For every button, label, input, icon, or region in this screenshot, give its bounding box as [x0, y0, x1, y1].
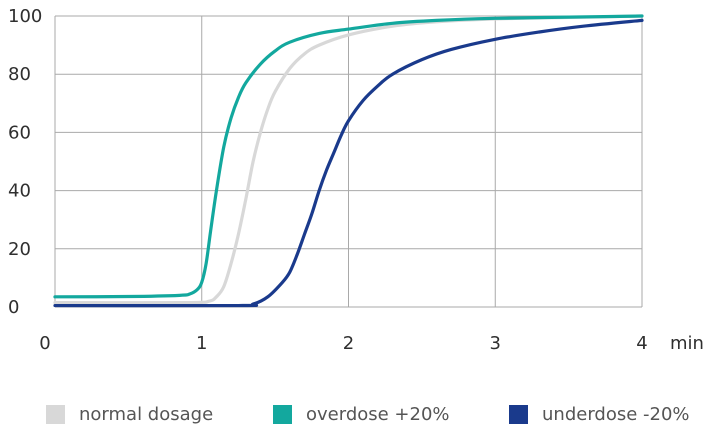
grid-layer: [54, 15, 643, 308]
series-line-overdose: [53, 14, 644, 299]
legend-label: overdose +20%: [306, 403, 450, 425]
x-tick-label: 4: [636, 333, 647, 354]
legend-label: underdose -20%: [542, 403, 690, 425]
y-tick-label: 20: [8, 239, 31, 260]
y-tick-label: 100: [8, 6, 42, 27]
chart-legend: normal dosage overdose +20% underdose -2…: [0, 400, 719, 428]
tick-label-layer: 0 20 40 60 80 100 0 1 2 3 4 min: [8, 6, 704, 354]
x-tick-label: 2: [343, 333, 354, 354]
legend-swatch: [273, 404, 292, 424]
series-line-underdose: [53, 18, 644, 308]
legend-swatch: [509, 404, 528, 424]
series-line-normal-dosage: [53, 14, 644, 305]
legend-label: normal dosage: [79, 403, 214, 425]
x-tick-label: 1: [196, 333, 207, 354]
x-unit-label: min: [670, 333, 704, 354]
x-tick-label: 0: [39, 333, 50, 354]
legend-item-overdose: overdose +20%: [273, 400, 450, 428]
series-layer: [53, 14, 644, 308]
y-tick-label: 60: [8, 122, 31, 143]
y-tick-label: 80: [8, 64, 31, 85]
x-tick-label: 3: [490, 333, 501, 354]
legend-swatch: [46, 404, 65, 424]
legend-item-normal-dosage: normal dosage: [46, 400, 213, 428]
y-tick-label: 40: [8, 181, 31, 202]
y-tick-label: 0: [8, 297, 19, 318]
legend-item-underdose: underdose -20%: [509, 400, 690, 428]
